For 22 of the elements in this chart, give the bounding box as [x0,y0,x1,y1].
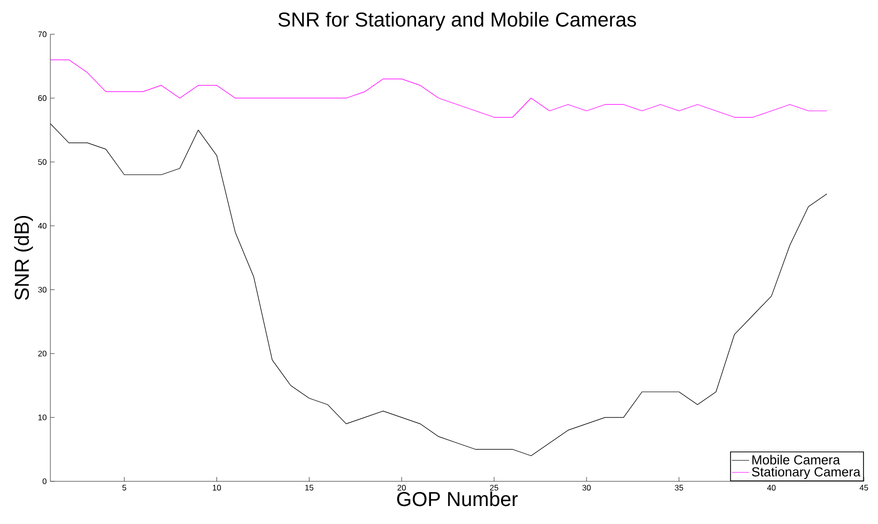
x-tick-label: 20 [398,485,406,491]
x-tick-label: 30 [582,485,591,491]
x-tick-label: 15 [305,485,314,491]
chart-title: SNR for Stationary and Mobile Cameras [278,12,636,31]
x-tick-label: 5 [122,485,126,491]
y-tick-label: 50 [38,159,46,166]
legend-label: Stationary Camera [752,467,860,480]
y-tick-label: 10 [38,414,46,420]
y-tick-label: 30 [38,287,46,293]
x-tick-label: 10 [212,485,221,491]
y-tick-label: 0 [42,478,46,484]
x-axis-title: GOP Number [397,492,518,506]
y-tick-label: 20 [38,350,46,357]
y-tick-label: 40 [38,223,46,229]
x-tick-label: 45 [860,485,868,491]
y-tick-label: 60 [38,95,46,102]
x-tick-label: 25 [490,485,498,491]
x-tick-label: 40 [767,485,776,491]
y-axis-title: SNR (dB) [14,216,33,300]
legend-label: Mobile Camera [752,455,840,465]
y-tick-label: 70 [38,32,46,38]
x-tick-label: 35 [674,485,684,491]
